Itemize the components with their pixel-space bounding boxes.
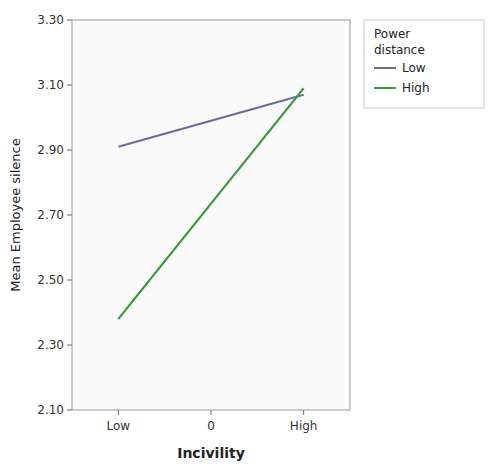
plot-frame <box>72 20 350 410</box>
y-tick-label: 2.90 <box>37 143 64 157</box>
y-tick-label: 2.30 <box>37 338 64 352</box>
y-tick <box>67 215 72 216</box>
y-axis-label: Mean Employee silence <box>8 138 23 291</box>
y-tick <box>67 345 72 346</box>
y-tick-label: 2.70 <box>37 208 64 222</box>
x-tick-label: Low <box>107 419 131 433</box>
y-tick-label: 3.30 <box>37 13 64 27</box>
legend-swatch <box>374 67 396 69</box>
series-group <box>118 88 303 319</box>
legend-title-line: Power <box>374 27 410 41</box>
legend: Power distance Low High <box>364 20 484 108</box>
x-tick <box>211 410 212 415</box>
y-tick <box>67 150 72 151</box>
y-tick <box>67 20 72 21</box>
legend-frame <box>364 20 484 108</box>
legend-label: Low <box>402 61 426 75</box>
legend-title-line: distance <box>374 43 425 57</box>
y-tick <box>67 410 72 411</box>
y-tick <box>67 85 72 86</box>
y-axis: 2.10 2.30 2.50 2.70 2.90 3.10 3.30 <box>37 13 72 417</box>
x-tick-label: High <box>290 419 318 433</box>
x-tick <box>303 410 304 415</box>
legend-label: High <box>402 81 430 95</box>
y-tick-label: 3.10 <box>37 78 64 92</box>
x-axis: Low 0 High <box>107 410 318 433</box>
y-tick <box>67 280 72 281</box>
series-line <box>118 88 303 319</box>
legend-swatch <box>374 87 396 89</box>
x-tick-label: 0 <box>207 419 215 433</box>
y-tick-label: 2.10 <box>37 403 64 417</box>
chart-svg: 2.10 2.30 2.50 2.70 2.90 3.10 3.30 Low 0 High Inci… <box>0 0 500 475</box>
chart-container: 2.10 2.30 2.50 2.70 2.90 3.10 3.30 Low 0 High Inci… <box>0 0 500 475</box>
x-axis-label: Incivility <box>177 445 245 461</box>
x-tick <box>118 410 119 415</box>
y-tick-label: 2.50 <box>37 273 64 287</box>
series-line <box>118 95 303 147</box>
legend-title: Power distance <box>374 27 425 57</box>
